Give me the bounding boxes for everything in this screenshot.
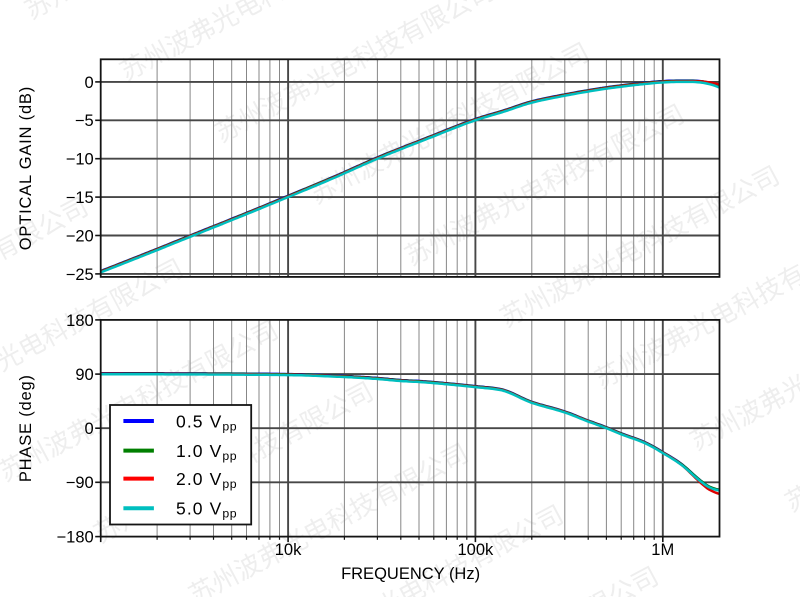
svg-text:1M: 1M <box>651 541 674 559</box>
svg-text:−10: −10 <box>66 151 94 169</box>
svg-text:90: 90 <box>75 366 93 384</box>
svg-text:−5: −5 <box>75 112 94 130</box>
svg-text:5.0 Vpp: 5.0 Vpp <box>176 499 237 521</box>
svg-text:10k: 10k <box>275 541 302 559</box>
svg-text:0.5 Vpp: 0.5 Vpp <box>176 411 237 433</box>
svg-text:0: 0 <box>85 74 94 92</box>
svg-text:0: 0 <box>85 420 94 438</box>
svg-text:FREQUENCY (Hz): FREQUENCY (Hz) <box>341 565 480 583</box>
svg-text:1.0 Vpp: 1.0 Vpp <box>176 441 237 463</box>
svg-text:PHASE (deg): PHASE (deg) <box>17 374 35 482</box>
svg-text:180: 180 <box>66 312 94 330</box>
svg-text:−15: −15 <box>66 189 94 207</box>
svg-text:−90: −90 <box>66 474 94 492</box>
svg-text:2.0 Vpp: 2.0 Vpp <box>176 469 237 491</box>
svg-text:−20: −20 <box>66 227 94 245</box>
svg-text:−25: −25 <box>66 266 94 284</box>
svg-text:OPTICAL GAIN (dB): OPTICAL GAIN (dB) <box>17 86 35 250</box>
svg-text:−180: −180 <box>57 528 94 546</box>
svg-text:100k: 100k <box>458 541 495 559</box>
